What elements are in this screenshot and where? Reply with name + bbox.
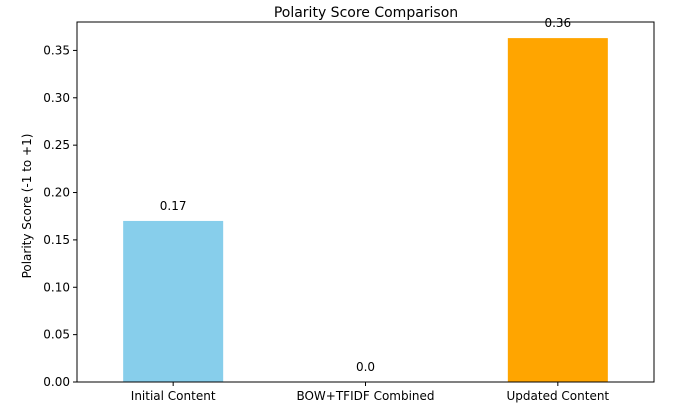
- y-axis-ticks: 0.00 0.05 0.10 0.15 0.20 0.25 0.30 0.35: [43, 43, 77, 389]
- data-label-2: 0.36: [544, 16, 571, 30]
- data-label-0: 0.17: [160, 199, 187, 213]
- data-labels-group: 0.17 0.0 0.36: [160, 16, 571, 374]
- y-tick-label-5: 0.25: [43, 138, 70, 152]
- chart-title: Polarity Score Comparison: [274, 5, 458, 21]
- bars-group: [123, 38, 608, 383]
- x-tick-label-2: Updated Content: [507, 389, 610, 403]
- y-axis-label: Polarity Score (-1 to +1): [20, 134, 34, 279]
- y-tick-label-2: 0.10: [43, 280, 70, 294]
- y-tick-label-1: 0.05: [43, 328, 70, 342]
- y-tick-label-7: 0.35: [43, 43, 70, 57]
- y-tick-label-6: 0.30: [43, 91, 70, 105]
- plot-frame: [76, 21, 655, 383]
- bar-0: [123, 220, 224, 382]
- x-tick-label-1: BOW+TFIDF Combined: [296, 389, 434, 403]
- y-tick-label-3: 0.15: [43, 233, 70, 247]
- data-label-1: 0.0: [356, 360, 375, 374]
- x-tick-label-0: Initial Content: [131, 389, 216, 403]
- bar-2: [507, 38, 608, 383]
- x-axis-ticks: Initial Content BOW+TFIDF Combined Updated…: [131, 382, 610, 403]
- y-tick-label-4: 0.20: [43, 186, 70, 200]
- y-tick-label-0: 0.00: [43, 375, 70, 389]
